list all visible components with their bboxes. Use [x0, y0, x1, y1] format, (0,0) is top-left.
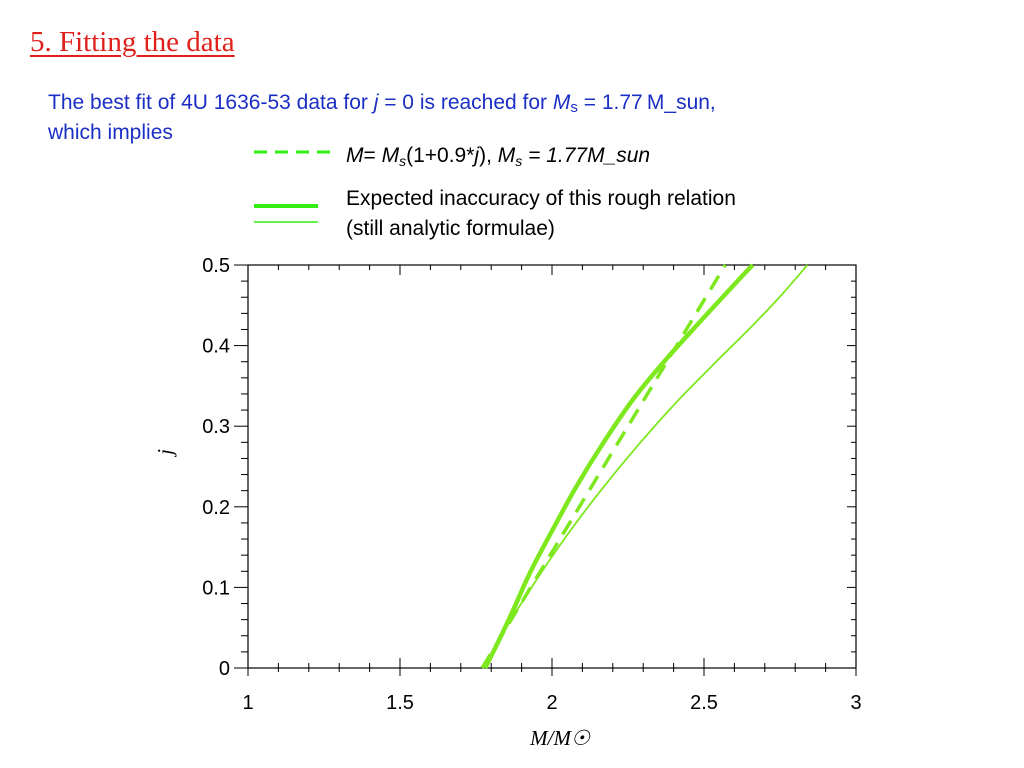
legend-expr-a: (1+0.9*	[406, 144, 475, 167]
legend-band-swatch	[254, 204, 318, 223]
legend-ms2: M	[497, 144, 516, 167]
legend-tail: = 1.77M_sun	[522, 144, 651, 167]
series-line-thick	[483, 263, 755, 670]
x-axis-label: M/M☉	[529, 726, 591, 750]
legend-expr-b: ),	[479, 144, 498, 167]
legend-eq: =	[363, 144, 382, 167]
y-tick-label: 0	[219, 658, 230, 680]
x-tick-label: 2	[546, 692, 557, 714]
x-tick-label: 1.5	[386, 692, 414, 714]
x-tick-label: 2.5	[690, 692, 718, 714]
legend-dashed-label: M= Ms(1+0.9*j), Ms = 1.77M_sun	[346, 141, 650, 171]
legend-ms: M	[381, 144, 400, 167]
intro-part2: = 0 is reached for	[378, 91, 553, 114]
y-tick-label: 0.1	[202, 577, 230, 599]
slide-title: 5. Fitting the data	[30, 26, 235, 58]
legend-ms-sub: s	[399, 153, 407, 169]
intro-m-symbol: M	[552, 91, 571, 114]
legend-dashed-swatch	[254, 150, 335, 154]
intro-line2: which implies	[48, 121, 173, 144]
legend-ms2-sub: s	[515, 153, 523, 169]
x-tick-label: 3	[850, 692, 861, 714]
legend-j: j	[474, 144, 480, 167]
legend-m: M	[346, 144, 364, 167]
legend-band-line2: (still analytic formulae)	[346, 217, 555, 240]
y-tick-label: 0.3	[202, 416, 230, 438]
intro-m-subscript: s	[570, 99, 578, 116]
plot-frame	[247, 264, 857, 669]
y-tick-label: 0.4	[202, 336, 230, 358]
intro-part3: = 1.77 M_sun,	[577, 91, 716, 114]
y-axis-label: j	[153, 449, 177, 458]
legend-band-line1: Expected inaccuracy of this rough relati…	[346, 187, 736, 210]
y-tick-label: 0.5	[202, 255, 230, 277]
intro-text: The best fit of 4U 1636-53 data for j = …	[48, 88, 928, 148]
x-tick-label: 1	[242, 692, 253, 714]
intro-j-symbol: j	[373, 91, 379, 114]
series-line-thin	[484, 264, 809, 669]
intro-part1: The best fit of 4U 1636-53 data for	[48, 91, 374, 114]
legend-band-label: Expected inaccuracy of this rough relati…	[346, 184, 736, 244]
y-tick-label: 0.2	[202, 497, 230, 519]
